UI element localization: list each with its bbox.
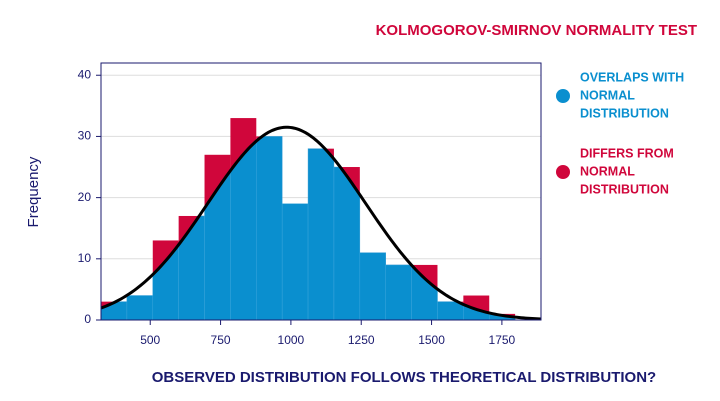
y-axis-label: Frequency (25, 156, 42, 227)
bar-overlap (126, 295, 154, 320)
bar-overlap (281, 203, 309, 320)
legend-label: NORMAL (580, 164, 635, 178)
bar-overlap (385, 264, 412, 320)
overlap-bars (101, 127, 516, 320)
legend-label: OVERLAPS WITH (580, 70, 684, 84)
y-tick-label: 10 (78, 251, 92, 265)
legend-label: DISTRIBUTION (580, 182, 669, 196)
x-tick-label: 1500 (418, 333, 445, 347)
bar-overlap (307, 148, 335, 320)
y-tick-label: 40 (78, 67, 92, 81)
x-tick-label: 1250 (348, 333, 375, 347)
bar-overlap (256, 136, 283, 320)
bar-overlap (333, 166, 361, 320)
legend-label: DIFFERS FROM (580, 146, 674, 160)
legend-label: NORMAL (580, 88, 635, 102)
legend-marker (556, 89, 570, 103)
legend-label: DISTRIBUTION (580, 106, 669, 120)
y-tick-label: 20 (78, 190, 92, 204)
x-tick-label: 500 (140, 333, 160, 347)
x-tick-label: 750 (211, 333, 231, 347)
x-tick-label: 1750 (489, 333, 516, 347)
legend-marker (556, 165, 570, 179)
y-tick-label: 0 (84, 312, 91, 326)
y-tick-label: 30 (78, 129, 92, 143)
x-axis-label: OBSERVED DISTRIBUTION FOLLOWS THEORETICA… (152, 369, 656, 386)
bar-overlap (359, 252, 386, 320)
bar-overlap (437, 301, 464, 320)
normal-curve (100, 125, 542, 321)
x-tick-label: 1000 (278, 333, 305, 347)
plot-frame (100, 62, 542, 321)
chart-title: KOLMOGOROV-SMIRNOV NORMALITY TEST (376, 22, 697, 39)
